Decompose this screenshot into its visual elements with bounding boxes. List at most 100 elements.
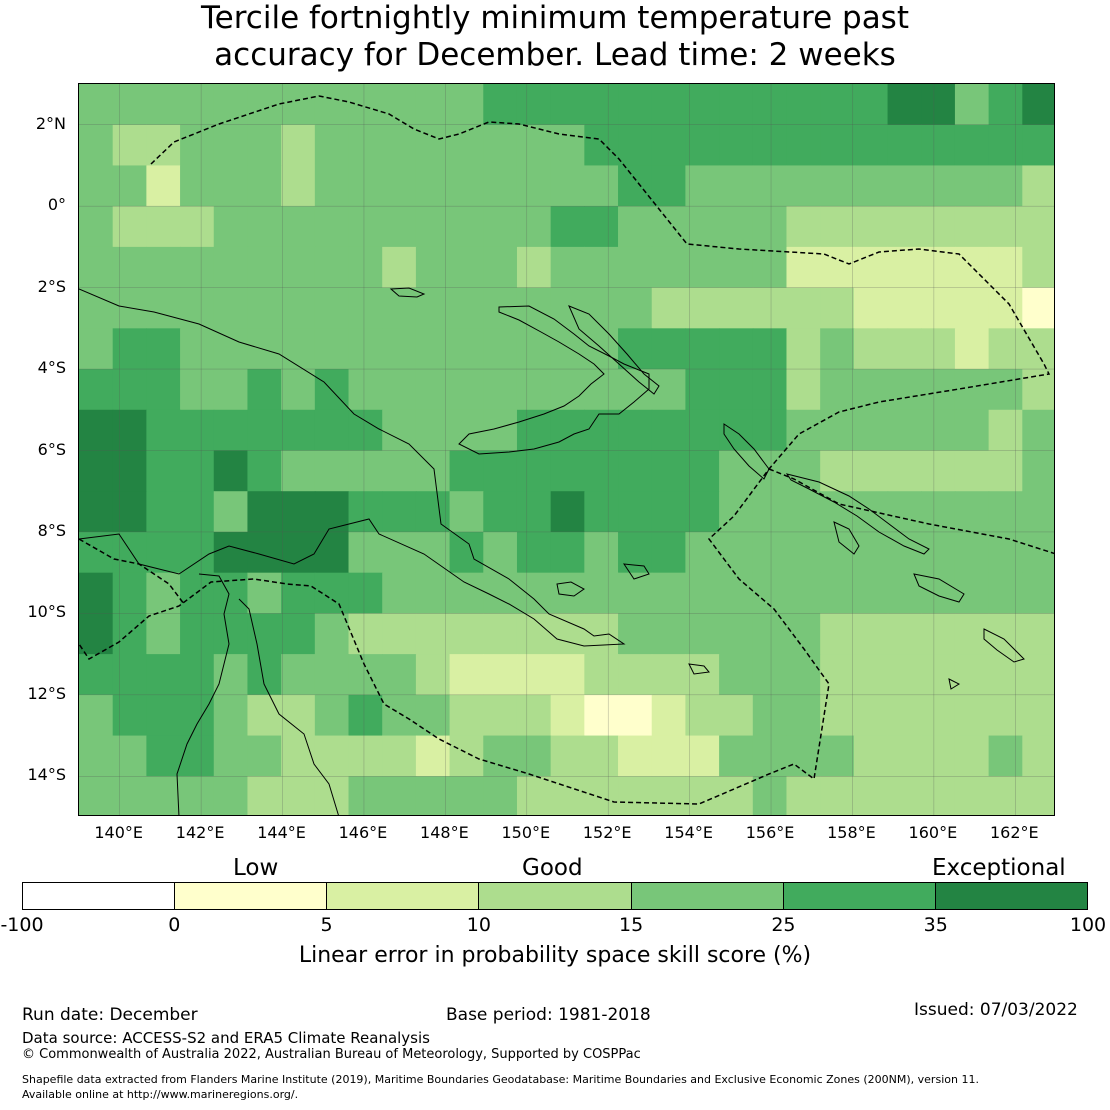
grid-cell — [382, 491, 417, 533]
grid-cell — [449, 409, 484, 452]
grid-cell — [820, 246, 855, 289]
grid-cell — [483, 776, 518, 815]
solomon-islands-north — [785, 473, 930, 555]
grid-cell — [786, 450, 821, 492]
grid-cell — [618, 124, 653, 167]
grid-cell — [146, 84, 181, 126]
grid-cell — [348, 531, 383, 574]
grid-cell — [415, 84, 451, 126]
grid-cell — [247, 450, 282, 492]
grid-cell — [516, 369, 552, 411]
australia-east-coast — [238, 598, 339, 815]
grid-cell — [820, 369, 855, 411]
grid-cell — [483, 165, 518, 207]
grid-cell — [988, 654, 1023, 696]
grid-cell — [247, 124, 282, 167]
grid-cell — [651, 531, 687, 574]
grid-cell — [584, 491, 619, 533]
grid-cell — [1022, 654, 1054, 696]
grid-cell — [752, 287, 788, 329]
grid-cell — [112, 450, 147, 492]
grid-cell — [752, 369, 788, 411]
grid-cell — [449, 369, 484, 411]
grid-cell — [786, 776, 821, 815]
grid-cell — [146, 287, 181, 329]
grid-cell — [281, 328, 316, 370]
grid-cell — [887, 735, 922, 777]
grid-cell — [112, 206, 147, 248]
grid-cell — [281, 369, 316, 411]
grid-cell — [820, 124, 855, 167]
grid-cell — [921, 328, 956, 370]
grid-cell — [415, 287, 451, 329]
grid-cell — [415, 206, 451, 248]
louisiade-islands — [622, 563, 650, 580]
grid-cell — [820, 287, 855, 329]
grid-cell — [112, 409, 147, 452]
run-date: Run date: December — [22, 1005, 198, 1025]
grid-cell — [719, 735, 754, 777]
grid-cell — [281, 613, 316, 655]
grid-cell — [651, 654, 687, 696]
grid-cell — [449, 328, 484, 370]
grid-cell — [618, 572, 653, 614]
grid-cell — [314, 328, 350, 370]
grid-cell — [281, 287, 316, 329]
grid-cell — [112, 654, 147, 696]
grid-cell — [79, 450, 114, 492]
grid-cell — [348, 165, 383, 207]
grid-cell — [820, 694, 855, 737]
grid-cell — [247, 206, 282, 248]
grid-cell — [820, 735, 855, 777]
grid-cell — [584, 654, 619, 696]
grid-cell — [988, 287, 1023, 329]
colorbar-segment — [479, 883, 632, 909]
grid-cell — [415, 735, 451, 777]
grid-cell — [247, 409, 282, 452]
grid-cell — [752, 735, 788, 777]
grid-cell — [314, 287, 350, 329]
longitude-tick-label: 158°E — [827, 823, 876, 842]
grid-cell — [314, 694, 350, 737]
grid-cell — [79, 409, 114, 452]
category-good-label: Good — [522, 855, 583, 881]
grid-cell — [954, 287, 990, 329]
longitude-tick-label: 144°E — [257, 823, 306, 842]
grid-cell — [1022, 776, 1054, 815]
grid-cell — [348, 84, 383, 126]
grid-cell — [516, 735, 552, 777]
grid-cell — [415, 491, 451, 533]
grid-cell — [348, 491, 383, 533]
grid-cell — [180, 369, 215, 411]
grid-cell — [247, 654, 282, 696]
grid-cell — [382, 694, 417, 737]
grid-cell — [348, 369, 383, 411]
grid-cell — [954, 694, 990, 737]
longitude-tick-label: 142°E — [175, 823, 225, 842]
grid-cell — [213, 369, 249, 411]
colorbar-segment — [935, 883, 1087, 909]
grid-cell — [281, 165, 316, 207]
grid-cell — [921, 572, 956, 614]
grid-cell — [112, 694, 147, 737]
grid-cell — [483, 694, 518, 737]
grid-cell — [584, 409, 619, 452]
grid-cell — [550, 409, 585, 452]
coastlines — [79, 287, 1025, 815]
grid-cell — [146, 572, 181, 614]
grid-cell — [685, 572, 720, 614]
grid-cell — [618, 491, 653, 533]
grid-cell — [752, 776, 788, 815]
grid-cell — [887, 613, 922, 655]
grid-cell — [820, 84, 855, 126]
grid-cell — [314, 369, 350, 411]
colorbar-segment — [327, 883, 480, 909]
grid-cell — [988, 735, 1023, 777]
grid-cell — [853, 246, 889, 289]
grid-cell — [112, 491, 147, 533]
grid-cell — [180, 776, 215, 815]
grid-cell — [79, 531, 114, 574]
grid-cell — [281, 84, 316, 126]
grid-cell — [853, 735, 889, 777]
grid-cell — [550, 124, 585, 167]
